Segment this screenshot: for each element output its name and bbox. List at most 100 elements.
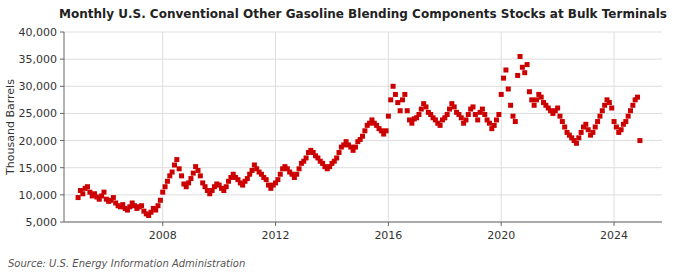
- grid-line-y: [64, 167, 662, 168]
- point: [386, 114, 391, 119]
- point: [416, 112, 421, 117]
- point: [499, 92, 504, 97]
- point: [101, 190, 106, 195]
- point: [165, 179, 170, 184]
- point: [438, 123, 443, 128]
- point: [172, 163, 177, 168]
- tick-x: [275, 222, 276, 226]
- point: [590, 130, 595, 135]
- tick-y: [60, 113, 64, 114]
- grid-line-x: [275, 32, 276, 222]
- point: [503, 68, 508, 73]
- point: [630, 103, 635, 108]
- chart: 5,00010,00015,00020,00025,00030,00035,00…: [0, 0, 675, 275]
- point: [334, 155, 339, 160]
- tick-label-y: 5,000: [26, 216, 58, 229]
- grid: [64, 32, 662, 222]
- point: [518, 54, 523, 59]
- tick-label-x: 2012: [262, 229, 290, 242]
- point: [628, 108, 633, 113]
- point: [527, 89, 532, 94]
- y-axis-label: Thousand Barrels: [4, 79, 17, 176]
- point: [195, 168, 200, 173]
- point: [534, 97, 539, 102]
- grid-line-y: [64, 222, 662, 223]
- point: [600, 108, 605, 113]
- point: [391, 84, 396, 89]
- tick-label-x: 2016: [374, 229, 402, 242]
- point: [191, 171, 196, 176]
- point: [188, 176, 193, 181]
- point: [529, 97, 534, 102]
- point: [111, 195, 116, 200]
- tick-label-y: 25,000: [19, 107, 58, 120]
- point: [294, 172, 299, 177]
- point: [177, 166, 182, 171]
- point: [360, 134, 365, 139]
- point: [337, 150, 342, 155]
- grid-line-y: [64, 113, 662, 114]
- point: [513, 119, 518, 124]
- point: [494, 117, 499, 122]
- point: [250, 168, 255, 173]
- point: [506, 87, 511, 92]
- tick-label-y: 10,000: [19, 189, 58, 202]
- point: [153, 208, 158, 213]
- tick-x: [614, 222, 615, 226]
- tick-label-x: 2008: [149, 229, 177, 242]
- point: [466, 112, 471, 117]
- point: [445, 112, 450, 117]
- point: [459, 115, 464, 120]
- point: [522, 70, 527, 75]
- point: [304, 155, 309, 160]
- tick-y: [60, 194, 64, 195]
- tick-label-y: 40,000: [19, 26, 58, 39]
- point: [562, 125, 567, 130]
- point: [398, 108, 403, 113]
- point: [508, 103, 513, 108]
- point: [614, 125, 619, 130]
- point: [576, 135, 581, 140]
- x-axis-line: [64, 222, 662, 223]
- point: [198, 173, 203, 178]
- point: [76, 195, 81, 200]
- point: [525, 62, 530, 67]
- tick-y: [60, 222, 64, 223]
- point: [475, 117, 480, 122]
- point: [574, 141, 579, 146]
- point: [586, 127, 591, 132]
- point: [539, 95, 544, 100]
- tick-label-y: 35,000: [19, 53, 58, 66]
- tick-x: [162, 222, 163, 226]
- y-axis-line: [64, 32, 65, 222]
- points: [76, 54, 643, 218]
- point: [362, 128, 367, 133]
- point: [264, 177, 269, 182]
- point: [595, 119, 600, 124]
- grid-line-x: [388, 32, 389, 222]
- point: [463, 117, 468, 122]
- point: [597, 114, 602, 119]
- point: [395, 100, 400, 105]
- point: [609, 106, 614, 111]
- point: [423, 104, 428, 109]
- point: [626, 114, 631, 119]
- point: [139, 203, 144, 208]
- point: [160, 190, 165, 195]
- tick-label-y: 30,000: [19, 80, 58, 93]
- point: [85, 184, 90, 189]
- tick-y: [60, 86, 64, 87]
- point: [402, 92, 407, 97]
- point: [170, 170, 175, 175]
- annotation: Source: U.S. Energy Information Administ…: [8, 258, 245, 269]
- point: [496, 112, 501, 117]
- point: [612, 119, 617, 124]
- point: [473, 112, 478, 117]
- point: [297, 166, 302, 171]
- point: [532, 103, 537, 108]
- point: [409, 121, 414, 126]
- point: [515, 73, 520, 78]
- point: [635, 95, 640, 100]
- point: [583, 122, 588, 127]
- point: [179, 173, 184, 178]
